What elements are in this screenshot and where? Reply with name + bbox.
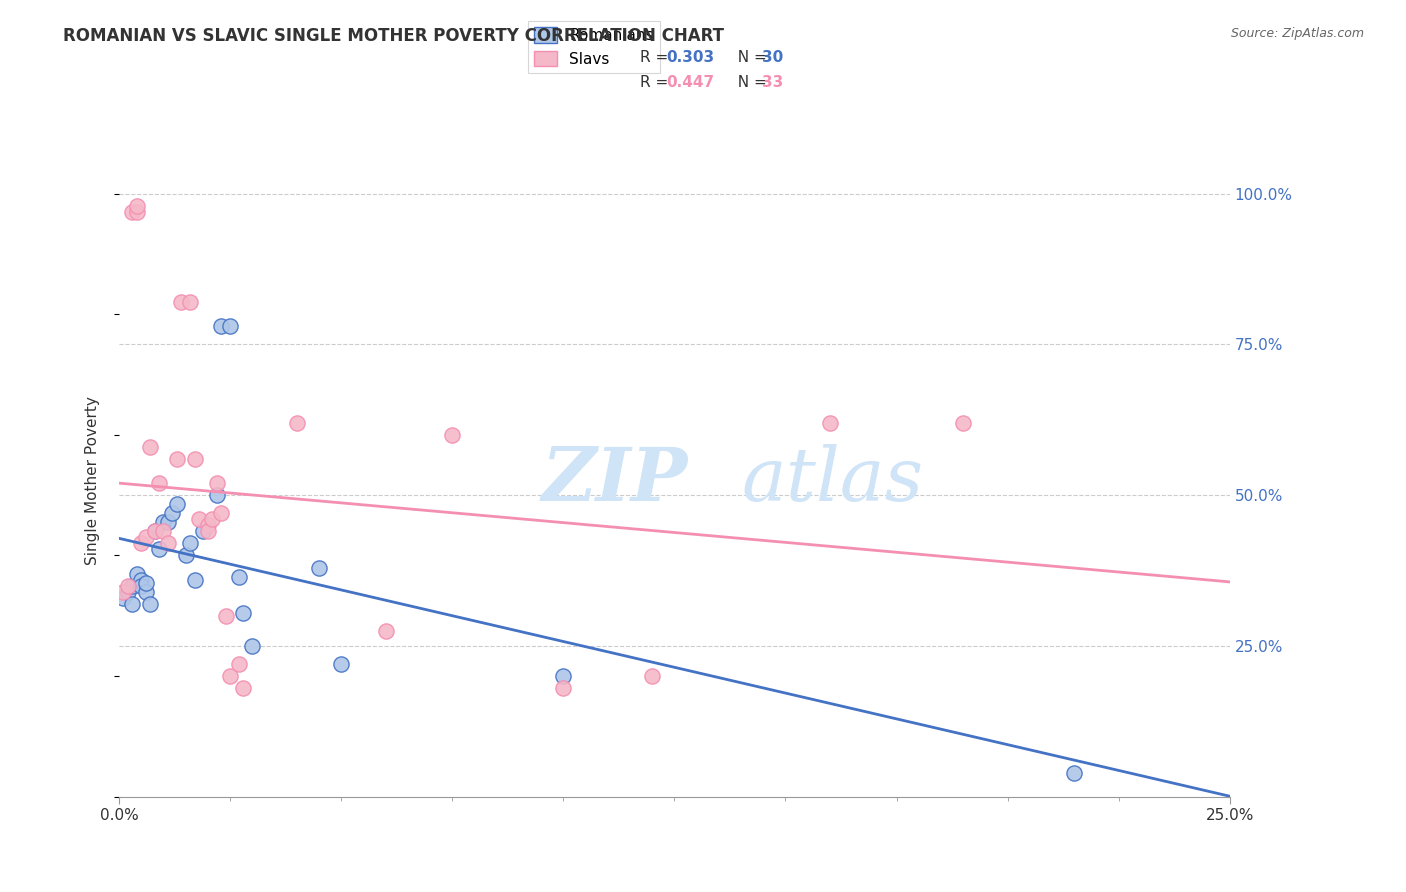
Romanians [330,657,353,671]
Slavs [170,295,193,310]
Slavs [205,476,228,491]
Romanians [135,584,157,599]
Slavs [125,204,148,219]
Romanians [148,542,170,557]
Romanians [209,319,232,334]
Romanians [152,516,174,530]
Romanians [193,524,215,539]
Slavs [129,536,152,550]
Slavs [285,416,308,430]
Slavs [139,440,162,454]
Romanians [162,506,184,520]
Romanians [228,569,250,583]
Romanians [125,566,148,581]
Slavs [374,624,396,638]
Romanians [174,549,197,563]
Romanians [121,597,143,611]
Legend: Romanians, Slavs: Romanians, Slavs [527,21,659,73]
Romanians [117,584,139,599]
Slavs [441,427,464,442]
Slavs [641,669,664,683]
Romanians [553,669,575,683]
Slavs [197,518,219,533]
Slavs [219,669,242,683]
Y-axis label: Single Mother Poverty: Single Mother Poverty [86,396,100,565]
Slavs [112,584,135,599]
Slavs [228,657,250,671]
Slavs [188,512,211,526]
Slavs [215,608,238,623]
Romanians [139,597,162,611]
Slavs [152,524,174,539]
Slavs [183,452,205,467]
Romanians [240,639,263,653]
Romanians [1063,765,1085,780]
Romanians [121,579,143,593]
Text: N =: N = [728,75,772,89]
Romanians [129,573,152,587]
Text: Source: ZipAtlas.com: Source: ZipAtlas.com [1230,27,1364,40]
Romanians [143,524,166,539]
Romanians [129,579,152,593]
Slavs [135,530,157,544]
Romanians [112,591,135,605]
Slavs [117,579,139,593]
Slavs [232,681,254,695]
Romanians [179,536,201,550]
Romanians [156,516,179,530]
Slavs [818,416,841,430]
Slavs [148,476,170,491]
Slavs [125,199,148,213]
Romanians [183,573,205,587]
Text: R =: R = [640,75,673,89]
Romanians [232,606,254,620]
Text: N =: N = [728,51,772,65]
Text: 0.303: 0.303 [666,51,714,65]
Slavs [156,536,179,550]
Slavs [197,524,219,539]
Slavs [121,204,143,219]
Slavs [201,512,224,526]
Slavs [166,452,188,467]
Slavs [553,681,575,695]
Romanians [135,575,157,590]
Slavs [179,295,201,310]
Romanians [205,488,228,502]
Text: 30: 30 [762,51,783,65]
Slavs [143,524,166,539]
Text: R =: R = [640,51,673,65]
Text: 33: 33 [762,75,783,89]
Text: ROMANIAN VS SLAVIC SINGLE MOTHER POVERTY CORRELATION CHART: ROMANIAN VS SLAVIC SINGLE MOTHER POVERTY… [63,27,724,45]
Romanians [166,497,188,511]
Text: ZIP: ZIP [541,444,688,516]
Romanians [219,319,242,334]
Slavs [952,416,974,430]
Text: 0.447: 0.447 [666,75,714,89]
Text: atlas: atlas [741,444,924,516]
Slavs [209,506,232,520]
Romanians [308,560,330,574]
